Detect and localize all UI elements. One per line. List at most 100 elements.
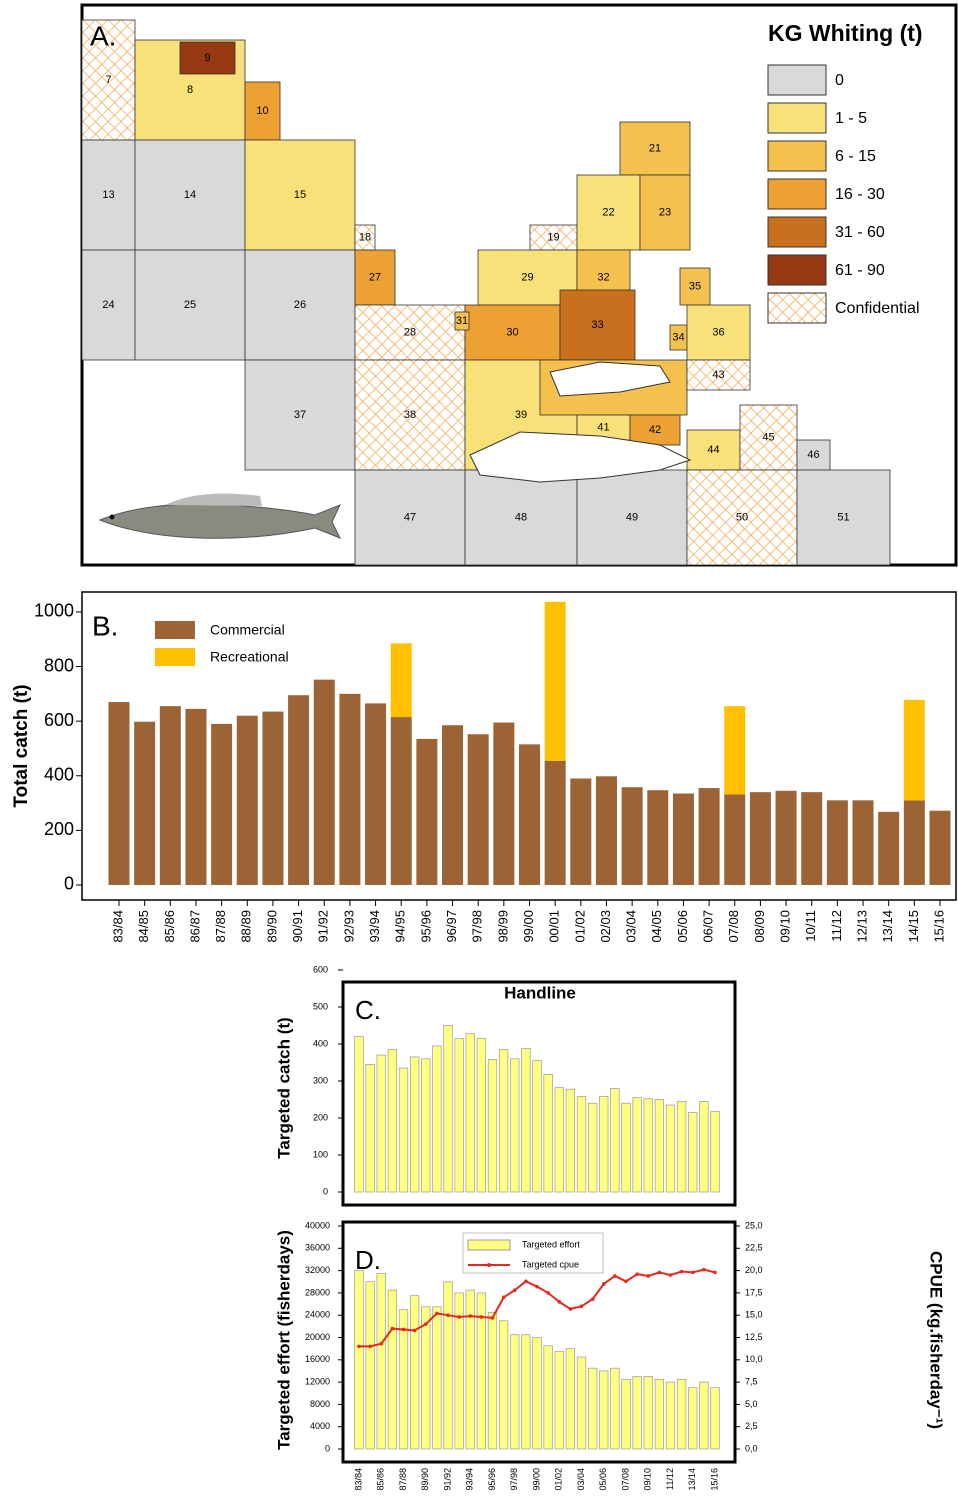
legend-swatch bbox=[155, 648, 195, 666]
map-block bbox=[576, 469, 688, 566]
bar bbox=[409, 1295, 420, 1450]
x-tick-label: 01/02 bbox=[554, 1468, 564, 1491]
x-tick-label: 85/86 bbox=[376, 1468, 386, 1491]
y2-tick-label: 12,5 bbox=[745, 1332, 763, 1342]
bar bbox=[632, 1376, 642, 1450]
x-tick-label: 96/97 bbox=[444, 910, 459, 943]
block-label: 9 bbox=[204, 52, 210, 64]
bar bbox=[432, 1306, 442, 1450]
x-tick-label: 97/98 bbox=[470, 910, 485, 943]
bar bbox=[476, 1292, 487, 1450]
bar bbox=[532, 1337, 542, 1450]
x-tick-label: 95/96 bbox=[487, 1468, 497, 1491]
block-label: 45 bbox=[762, 431, 774, 443]
bar-segment bbox=[903, 699, 925, 801]
bar-segment bbox=[621, 787, 643, 885]
bar bbox=[354, 1270, 364, 1450]
bar bbox=[554, 1087, 564, 1193]
map-block bbox=[576, 174, 641, 251]
y-tick-label: 8000 bbox=[310, 1399, 330, 1409]
bar-segment bbox=[262, 711, 284, 885]
y-tick-label: 200 bbox=[313, 1112, 328, 1122]
x-tick-label: 94/95 bbox=[393, 910, 408, 943]
legend-label: Commercial bbox=[210, 622, 285, 638]
bar-segment bbox=[672, 793, 694, 885]
y-axis-label: Targeted catch (t) bbox=[274, 1017, 293, 1158]
block-label: 31 bbox=[456, 315, 468, 327]
x-tick-label: 87/88 bbox=[213, 910, 228, 943]
y-tick-label: 600 bbox=[44, 710, 74, 730]
map-block bbox=[134, 249, 246, 361]
block-label: 33 bbox=[591, 319, 603, 331]
block-label: 19 bbox=[547, 231, 559, 243]
bar bbox=[354, 1036, 364, 1193]
map-block bbox=[244, 81, 281, 141]
block-label: 21 bbox=[649, 142, 661, 154]
x-tick-label: 97/98 bbox=[509, 1468, 519, 1491]
x-tick-label: 83/84 bbox=[353, 1468, 363, 1491]
x-tick-label: 09/10 bbox=[643, 1468, 653, 1491]
bar-segment bbox=[544, 601, 566, 761]
cpue-marker bbox=[468, 1314, 473, 1318]
x-tick-label: 13/14 bbox=[687, 1468, 697, 1491]
block-label: 51 bbox=[837, 511, 849, 523]
cpue-marker bbox=[379, 1341, 384, 1346]
x-tick-label: 89/90 bbox=[264, 910, 279, 943]
x-tick-label: 11/12 bbox=[829, 910, 844, 942]
bar bbox=[610, 1367, 620, 1450]
cpue-marker bbox=[713, 1270, 717, 1275]
y2-tick-label: 17,5 bbox=[745, 1287, 763, 1297]
chart-title: Handline bbox=[504, 983, 576, 1002]
cpue-marker bbox=[579, 1304, 584, 1309]
panel-d-frame bbox=[341, 1220, 737, 1464]
bar-segment bbox=[544, 760, 566, 885]
bar-segment bbox=[185, 708, 207, 885]
x-tick-label: 88/89 bbox=[239, 910, 254, 943]
bar bbox=[398, 1309, 409, 1450]
panel-b-frame bbox=[81, 591, 957, 901]
bar bbox=[576, 1096, 587, 1193]
cpue-marker bbox=[568, 1307, 573, 1311]
bar bbox=[599, 1096, 609, 1193]
bar bbox=[443, 1025, 453, 1193]
x-tick-label: 91/92 bbox=[442, 1468, 452, 1491]
block-label: 42 bbox=[649, 424, 661, 436]
block-label: 28 bbox=[404, 326, 416, 338]
bar bbox=[599, 1370, 609, 1450]
x-tick-label: 13/14 bbox=[880, 910, 895, 943]
bar bbox=[710, 1110, 720, 1193]
map-block bbox=[244, 249, 356, 361]
x-tick-label: 90/91 bbox=[290, 910, 305, 943]
bar bbox=[387, 1289, 398, 1450]
legend-title: KG Whiting (t) bbox=[768, 20, 923, 46]
bar bbox=[610, 1088, 620, 1193]
panel-label: B. bbox=[92, 610, 118, 641]
island bbox=[469, 431, 692, 483]
cpue-marker bbox=[446, 1313, 450, 1317]
map-block bbox=[454, 311, 470, 331]
bar bbox=[676, 1378, 687, 1450]
y-tick-label: 40000 bbox=[305, 1220, 330, 1230]
block-label: 43 bbox=[712, 369, 724, 381]
legend-label: Targeted effort bbox=[522, 1239, 580, 1249]
legend-swatch bbox=[467, 1239, 511, 1251]
block-label: 48 bbox=[515, 511, 527, 523]
bar bbox=[621, 1378, 631, 1450]
cpue-marker bbox=[412, 1328, 417, 1333]
bar bbox=[443, 1281, 453, 1450]
cpue-marker bbox=[535, 1284, 539, 1289]
bar-segment bbox=[442, 725, 464, 885]
x-tick-label: 15/16 bbox=[931, 910, 946, 943]
cpue-marker bbox=[590, 1297, 595, 1301]
cpue-marker bbox=[479, 1315, 484, 1319]
bar bbox=[543, 1073, 553, 1193]
x-tick-label: 99/00 bbox=[531, 1468, 541, 1491]
block-label: 27 bbox=[369, 271, 381, 283]
block-label: 41 bbox=[597, 421, 609, 433]
y2-tick-label: 15,0 bbox=[745, 1310, 763, 1320]
bar bbox=[710, 1387, 720, 1450]
bar-segment bbox=[211, 723, 233, 885]
bar-segment bbox=[519, 744, 540, 885]
panel-label: D. bbox=[355, 1245, 381, 1275]
